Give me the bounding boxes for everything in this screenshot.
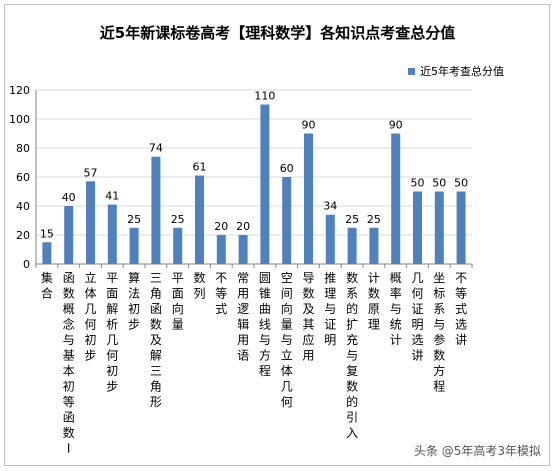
y-tick-label: 20: [16, 229, 30, 242]
data-label: 20: [214, 220, 228, 233]
data-label: 57: [84, 166, 98, 179]
bar: [173, 227, 183, 264]
category-label: 数列: [193, 270, 205, 301]
y-tick-label: 60: [16, 171, 30, 184]
data-label: 25: [127, 213, 141, 226]
bar: [325, 214, 335, 264]
data-label: 25: [345, 213, 359, 226]
category-label: 三角函数及解三角形: [150, 271, 162, 409]
y-tick-label: 40: [16, 200, 30, 213]
bar: [304, 133, 313, 264]
category-label: 不等式: [215, 271, 227, 316]
category-label: 空间向量与立体几何: [281, 271, 293, 409]
category-label: 算法初步: [128, 270, 140, 332]
bar: [107, 204, 117, 264]
data-label: 50: [411, 177, 425, 190]
data-label: 34: [323, 200, 337, 213]
data-label: 50: [454, 177, 468, 190]
data-label: 20: [236, 220, 250, 233]
bar: [129, 227, 139, 264]
category-label: 圆锥曲线与方程: [259, 271, 271, 378]
data-label: 61: [193, 161, 207, 174]
bar: [238, 235, 248, 264]
data-label: 40: [62, 191, 76, 204]
bar: [413, 191, 422, 264]
category-label: 概率与统计: [390, 271, 402, 347]
bar: [391, 133, 401, 264]
legend-swatch: [408, 68, 415, 75]
bar: [260, 104, 270, 264]
data-label: 60: [280, 162, 294, 175]
category-label: 函数概念与基本初等函数 I: [63, 271, 75, 456]
category-label: 常用逻辑用语: [237, 271, 249, 363]
data-label: 25: [367, 213, 381, 226]
category-label: 计数原理: [368, 271, 380, 332]
y-tick-label: 120: [9, 84, 30, 97]
data-label: 15: [40, 227, 54, 240]
category-label: 平面解析几何初步: [106, 271, 118, 394]
y-tick-label: 0: [23, 258, 30, 271]
y-tick-label: 80: [16, 142, 30, 155]
chart-title: 近5年新课标卷高考【理科数学】各知识点考查总分值: [99, 24, 456, 42]
data-label: 90: [302, 119, 316, 132]
bar: [282, 177, 292, 264]
bar: [369, 227, 379, 264]
bar: [195, 175, 204, 264]
data-label: 74: [149, 142, 163, 155]
y-tick-label: 100: [9, 113, 30, 126]
category-label: 平面向量: [172, 271, 184, 332]
bar: [151, 156, 161, 264]
bar: [347, 227, 357, 264]
category-label: 导数及其应用: [302, 271, 314, 363]
bar: [64, 206, 74, 264]
category-label: 几何证明选讲: [411, 271, 423, 363]
category-label: 坐标系与参数方程: [433, 271, 445, 394]
legend-label: 近5年考查总分值: [420, 64, 504, 78]
data-label: 25: [171, 213, 185, 226]
bar: [86, 181, 95, 264]
category-label: 数系的扩充与复数的引入: [346, 270, 358, 440]
data-label: 41: [105, 190, 119, 203]
data-label: 110: [254, 90, 275, 103]
bar: [42, 242, 52, 264]
category-label: 推理与证明: [324, 271, 336, 347]
data-label: 50: [432, 177, 446, 190]
bar: [456, 191, 466, 264]
watermark: 头条 @5年高考3年模拟: [413, 444, 541, 458]
bar: [434, 191, 444, 264]
category-label: 集合: [41, 270, 53, 301]
data-label: 90: [389, 119, 403, 132]
bar: [216, 235, 226, 264]
category-label: 立体几何初步: [84, 270, 96, 363]
category-label: 不等式选讲: [455, 271, 467, 347]
